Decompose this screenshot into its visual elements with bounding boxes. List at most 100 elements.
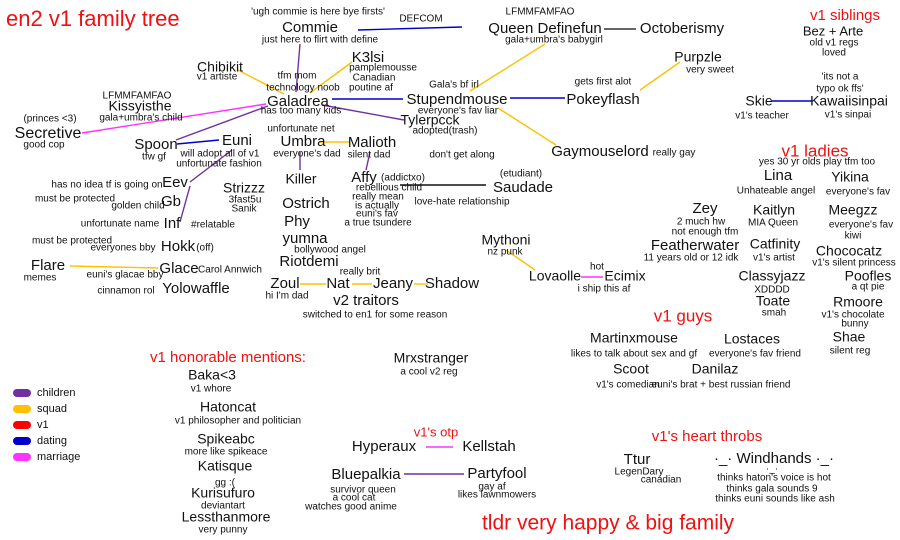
node-name: Baka<3 <box>188 367 236 383</box>
legend: children squad v1 dating marriage <box>13 387 80 463</box>
node-name: Shae <box>833 329 866 345</box>
node-name: Malioth <box>348 134 396 151</box>
labels: en2 v1 family tree v1 siblings v1 ladies v1… <box>6 6 896 536</box>
node-name: Stupendmouse <box>407 91 508 108</box>
node-name: Eev <box>162 174 188 191</box>
node-note: 'ugh commie is here bye firsts' <box>251 7 385 18</box>
squad-line <box>69 265 159 269</box>
node-name: Katisque <box>198 458 253 474</box>
node-name: Affy <box>351 169 377 186</box>
node-note: v1 artiste <box>197 72 238 83</box>
legend-label: dating <box>37 435 67 447</box>
node-name: Ostrich <box>282 195 330 212</box>
legend-swatch <box>13 405 31 413</box>
node-note: kiwi <box>845 231 862 242</box>
node-name: Yolowaffle <box>162 280 230 297</box>
node-name: Lina <box>764 167 793 184</box>
node-note: is actually <box>355 201 399 212</box>
node-name: Bluepalkia <box>331 466 401 483</box>
node-note: v1's comedian <box>596 380 660 391</box>
node-note: 11 years old or 12 idk <box>644 253 740 264</box>
node-name: Flare <box>31 257 65 274</box>
dating-line <box>176 139 220 145</box>
node-note: 'its not a <box>822 72 859 83</box>
node-name: Inf <box>164 215 182 232</box>
node-name: Tylerpcck <box>400 112 460 128</box>
section-header: v1 guys <box>654 306 713 325</box>
node-note: MIA Queen <box>748 218 798 229</box>
node-note: euni's brat + best russian friend <box>652 380 791 391</box>
node-name: Featherwater <box>651 237 739 254</box>
node-name: yumna <box>282 230 328 247</box>
node-name: Hatoncat <box>200 399 256 415</box>
node-note: must be protected <box>32 236 112 247</box>
node-note: 2 much hw <box>677 217 726 228</box>
node-note: v1 philosopher and politician <box>175 416 301 427</box>
node-note: memes <box>24 273 57 284</box>
node-note: survivor queen <box>330 485 396 496</box>
node-note: switched to en1 for some reason <box>303 310 448 321</box>
dating-line <box>357 26 463 31</box>
node-note: has too many kids <box>261 106 342 117</box>
node-name: Hyperaux <box>352 438 417 455</box>
node-name: Chococatz <box>816 243 882 259</box>
node-name: Shadow <box>425 275 479 292</box>
node-note: everyone's dad <box>273 149 341 160</box>
node-name: Ecimix <box>604 268 645 284</box>
node-name: Zey <box>692 200 718 217</box>
node-note: likes lawnmowers <box>458 490 536 501</box>
node-note: likes to talk about sex and gf <box>571 349 697 360</box>
node-name: Lostaces <box>724 331 780 347</box>
children-line <box>179 185 191 223</box>
node-note: gay af <box>478 482 505 493</box>
node-note: LFMMFAMFAO <box>506 7 575 18</box>
legend-label: squad <box>37 403 67 415</box>
section-header: en2 v1 family tree <box>6 6 180 31</box>
node-note: nz punk <box>487 247 523 258</box>
node-name: Kaitlyn <box>753 202 795 218</box>
node-note: v1's artist <box>753 253 795 264</box>
node-note: (etudiant) <box>500 169 542 180</box>
node-note: (addictxo) <box>381 173 425 184</box>
node-name: Queen Definefun <box>488 20 601 37</box>
node-note: poutine af <box>349 83 393 94</box>
squad-line <box>237 69 285 95</box>
section-header: v1 ladies <box>781 141 848 160</box>
node-name: Kellstah <box>462 438 515 455</box>
node-note: DEFCOM <box>399 14 442 25</box>
node-note: really brit <box>340 267 381 278</box>
node-note: thinks euni sounds like ash <box>715 494 835 505</box>
node-note: LFMMFAMFAO <box>103 91 172 102</box>
node-note: technology noob <box>266 83 340 94</box>
node-name: Kissyisthe <box>108 98 171 114</box>
legend-label: children <box>37 387 76 399</box>
node-note: LegenDary <box>615 467 664 478</box>
node-note: smah <box>762 308 786 319</box>
legend-swatch <box>13 437 31 445</box>
node-note: everyone's fav liar <box>418 106 499 117</box>
node-name: Catfinity <box>750 236 801 252</box>
node-name: Danilaz <box>692 361 739 377</box>
node-name: Chibikit <box>197 59 243 75</box>
node-note: Sanik <box>231 204 257 215</box>
node-note: everyone's fav <box>826 187 890 198</box>
node-note: rebellious child <box>356 183 422 194</box>
node-note: XDDDD <box>754 285 790 296</box>
node-note: Gala's bf irl <box>429 80 479 91</box>
node-name: Gb <box>161 193 181 210</box>
node-note: v1's chocolate <box>821 310 884 321</box>
node-note: good cop <box>23 140 65 151</box>
node-note: bunny <box>841 319 868 330</box>
node-note: i ship this af <box>578 284 631 295</box>
node-name: Toate <box>756 293 790 309</box>
node-note: tfw gf <box>142 152 166 163</box>
section-header: tldr very happy & big family <box>482 512 735 535</box>
legend-label: v1 <box>37 419 49 431</box>
node-note: will adopt all of v1 <box>180 149 260 160</box>
node-name: Commie <box>282 19 338 36</box>
node-note: not enough tfm <box>672 227 739 238</box>
node-note: must be protected <box>35 194 115 205</box>
node-name: Meegzz <box>828 202 877 218</box>
node-note: gala+umbra's babygirl <box>505 35 603 46</box>
